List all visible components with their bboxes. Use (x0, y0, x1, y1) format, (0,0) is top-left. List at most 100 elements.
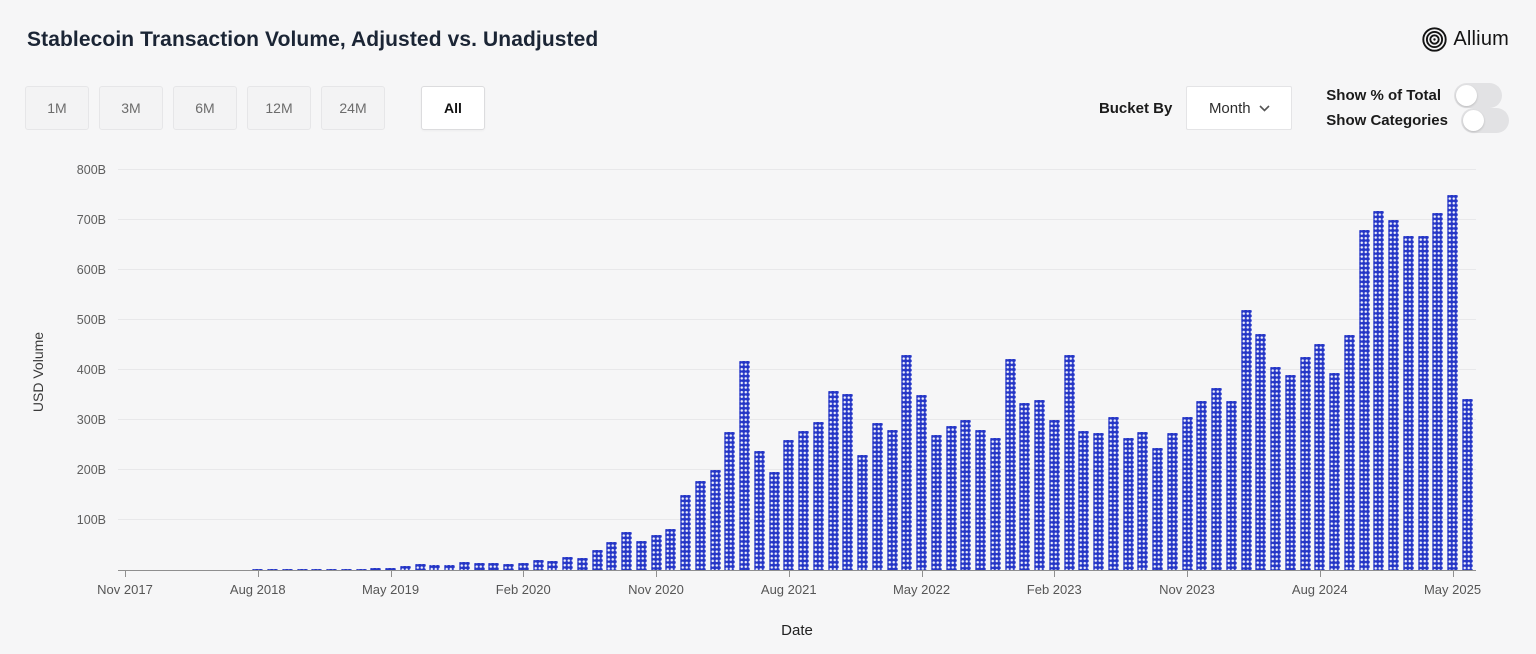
bar-feb-2024[interactable] (1225, 401, 1237, 570)
bucket-by-select[interactable]: Month (1186, 86, 1293, 130)
bar-jul-2023[interactable] (1122, 437, 1134, 570)
bar-dec-2021[interactable] (842, 394, 854, 570)
toggle-switch-1[interactable] (1461, 108, 1509, 133)
bar-jun-2024[interactable] (1284, 375, 1296, 570)
bar-apr-2023[interactable] (1078, 431, 1090, 570)
bar-may-2019[interactable] (385, 567, 396, 570)
bar-mar-2024[interactable] (1240, 310, 1252, 570)
bar-may-2024[interactable] (1270, 366, 1281, 570)
bar-jul-2022[interactable] (945, 426, 957, 570)
bar-feb-2018[interactable] (163, 569, 175, 570)
bar-nov-2024[interactable] (1358, 230, 1370, 570)
bar-apr-2021[interactable] (724, 431, 736, 570)
bar-jan-2021[interactable] (680, 495, 691, 570)
bar-aug-2018[interactable] (252, 569, 264, 570)
bar-mar-2018[interactable] (178, 569, 190, 570)
bar-jun-2021[interactable] (753, 451, 765, 570)
bar-aug-2019[interactable] (429, 564, 441, 570)
bar-sep-2022[interactable] (975, 430, 986, 570)
bar-may-2020[interactable] (562, 557, 573, 570)
bar-jan-2024[interactable] (1211, 387, 1222, 570)
bar-apr-2018[interactable] (193, 569, 205, 570)
bar-jul-2019[interactable] (414, 563, 426, 570)
range-button-3m[interactable]: 3M (99, 86, 163, 130)
bar-sep-2021[interactable] (798, 431, 809, 570)
bar-jul-2018[interactable] (237, 569, 249, 570)
bar-mar-2025[interactable] (1417, 236, 1429, 570)
bar-nov-2022[interactable] (1004, 358, 1016, 570)
bar-apr-2019[interactable] (370, 568, 382, 570)
bar-dec-2017[interactable] (134, 569, 146, 570)
bar-feb-2023[interactable] (1048, 420, 1060, 570)
bar-sep-2020[interactable] (621, 531, 632, 570)
bar-nov-2023[interactable] (1181, 416, 1193, 570)
bar-jun-2023[interactable] (1107, 416, 1119, 570)
bar-jul-2021[interactable] (768, 472, 780, 570)
bar-may-2023[interactable] (1093, 432, 1104, 570)
bar-dec-2019[interactable] (488, 562, 500, 570)
bar-jun-2020[interactable] (576, 558, 588, 570)
toggle-switch-0[interactable] (1454, 83, 1503, 108)
bar-jul-2024[interactable] (1299, 356, 1311, 570)
bar-nov-2020[interactable] (650, 534, 662, 570)
bar-jan-2022[interactable] (857, 455, 868, 570)
bar-jun-2019[interactable] (399, 565, 411, 570)
bar-mar-2023[interactable] (1063, 355, 1075, 570)
range-button-all[interactable]: All (421, 86, 485, 130)
bar-nov-2018[interactable] (296, 569, 308, 570)
bar-mar-2020[interactable] (532, 560, 544, 570)
bar-jan-2023[interactable] (1034, 399, 1045, 570)
bar-apr-2020[interactable] (547, 561, 559, 570)
bar-dec-2020[interactable] (665, 528, 677, 570)
bar-mar-2021[interactable] (709, 470, 721, 570)
bar-aug-2021[interactable] (783, 439, 795, 570)
bar-oct-2022[interactable] (989, 437, 1001, 570)
bar-jun-2025[interactable] (1461, 398, 1473, 570)
bar-feb-2022[interactable] (871, 422, 883, 570)
bar-jun-2018[interactable] (222, 569, 234, 570)
bar-sep-2024[interactable] (1329, 372, 1340, 570)
bar-feb-2021[interactable] (694, 481, 706, 570)
range-button-6m[interactable]: 6M (173, 86, 237, 130)
bar-oct-2018[interactable] (281, 569, 293, 570)
bar-feb-2020[interactable] (517, 562, 529, 570)
bar-oct-2021[interactable] (812, 421, 824, 570)
bar-oct-2023[interactable] (1166, 432, 1178, 570)
bar-dec-2022[interactable] (1019, 402, 1031, 570)
bar-oct-2020[interactable] (635, 541, 647, 570)
bar-nov-2019[interactable] (473, 562, 485, 570)
bar-oct-2019[interactable] (458, 562, 470, 570)
bar-sep-2018[interactable] (267, 569, 278, 570)
bar-mar-2019[interactable] (355, 568, 367, 570)
bar-dec-2018[interactable] (311, 569, 323, 570)
range-button-24m[interactable]: 24M (321, 86, 385, 130)
bar-aug-2020[interactable] (606, 541, 618, 570)
bar-dec-2024[interactable] (1373, 210, 1385, 570)
range-button-1m[interactable]: 1M (25, 86, 89, 130)
bar-sep-2023[interactable] (1152, 447, 1163, 570)
bar-apr-2025[interactable] (1432, 212, 1444, 570)
range-button-12m[interactable]: 12M (247, 86, 311, 130)
bar-aug-2022[interactable] (960, 420, 972, 570)
bar-mar-2022[interactable] (886, 430, 898, 570)
bar-feb-2019[interactable] (340, 568, 352, 570)
bar-jul-2020[interactable] (591, 550, 603, 570)
bar-may-2021[interactable] (739, 360, 750, 570)
bar-may-2022[interactable] (916, 395, 927, 570)
bar-sep-2019[interactable] (444, 564, 455, 570)
bar-aug-2024[interactable] (1314, 343, 1326, 570)
bar-jun-2022[interactable] (930, 435, 942, 570)
bar-apr-2022[interactable] (901, 355, 913, 570)
bar-nov-2017[interactable] (119, 569, 131, 570)
bar-jan-2025[interactable] (1388, 220, 1399, 570)
bar-nov-2021[interactable] (827, 391, 839, 570)
bar-aug-2023[interactable] (1137, 431, 1149, 570)
bar-jan-2019[interactable] (326, 569, 337, 570)
bar-may-2018[interactable] (208, 569, 219, 570)
bar-feb-2025[interactable] (1402, 236, 1414, 570)
bar-jan-2018[interactable] (149, 569, 160, 570)
bar-oct-2024[interactable] (1343, 334, 1355, 570)
bar-jan-2020[interactable] (503, 563, 514, 570)
bar-may-2025[interactable] (1447, 195, 1458, 570)
bar-apr-2024[interactable] (1255, 333, 1267, 570)
